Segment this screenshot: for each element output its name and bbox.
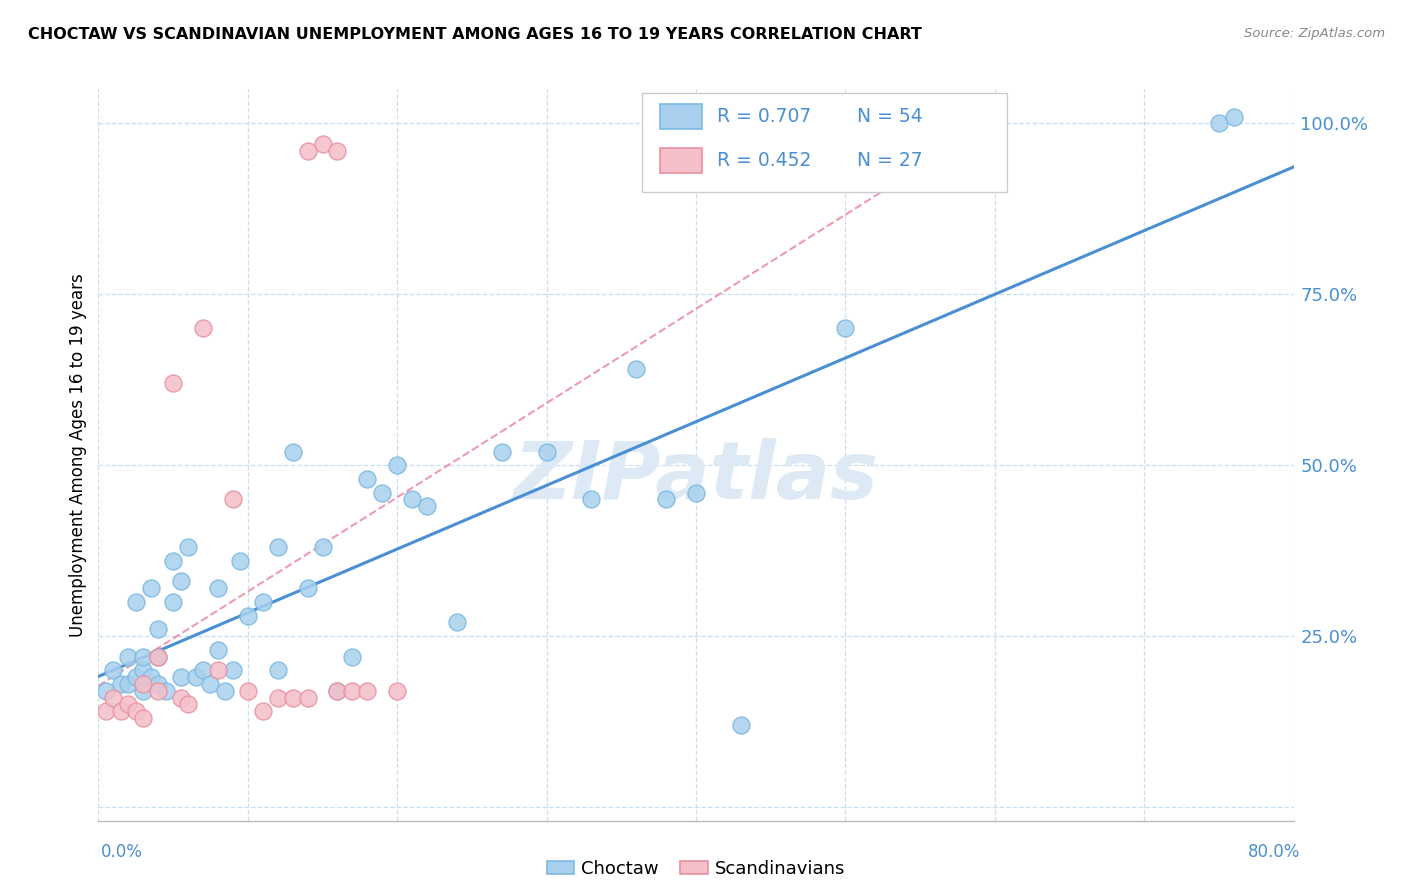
FancyBboxPatch shape: [643, 93, 1007, 192]
Point: [148, 677, 170, 691]
Point: [125, 670, 148, 684]
Text: Source: ZipAtlas.com: Source: ZipAtlas.com: [1244, 27, 1385, 40]
Point: [207, 642, 229, 657]
Point: [252, 704, 274, 718]
Text: N = 27: N = 27: [858, 151, 922, 169]
Point: [214, 683, 236, 698]
Point: [311, 540, 333, 554]
Point: [177, 698, 200, 712]
Point: [94, 683, 117, 698]
Text: R = 0.452: R = 0.452: [717, 151, 811, 169]
Point: [401, 492, 423, 507]
Point: [236, 608, 259, 623]
Point: [326, 683, 349, 698]
Point: [267, 690, 290, 705]
Legend: Choctaw, Scandinavians: Choctaw, Scandinavians: [540, 853, 852, 885]
Point: [834, 321, 856, 335]
Point: [229, 554, 252, 568]
Point: [581, 492, 603, 507]
Point: [730, 718, 752, 732]
Point: [385, 683, 409, 698]
Text: R = 0.707: R = 0.707: [717, 107, 811, 126]
Point: [685, 485, 707, 500]
Bar: [661, 148, 702, 173]
Point: [655, 492, 678, 507]
Point: [281, 690, 304, 705]
Point: [626, 362, 648, 376]
Point: [267, 663, 290, 677]
Point: [139, 581, 162, 595]
Point: [446, 615, 468, 630]
Point: [252, 595, 274, 609]
Point: [191, 321, 214, 335]
Point: [1208, 116, 1230, 130]
Bar: [661, 103, 702, 129]
Point: [132, 649, 155, 664]
Point: [297, 690, 319, 705]
Text: 80.0%: 80.0%: [1249, 843, 1301, 861]
Point: [110, 704, 132, 718]
Point: [416, 499, 439, 513]
Point: [103, 663, 125, 677]
Point: [155, 683, 177, 698]
Point: [132, 663, 155, 677]
Point: [117, 698, 139, 712]
Point: [207, 581, 229, 595]
Point: [207, 663, 229, 677]
Point: [148, 683, 170, 698]
Y-axis label: Unemployment Among Ages 16 to 19 years: Unemployment Among Ages 16 to 19 years: [69, 273, 87, 637]
Point: [162, 595, 184, 609]
Point: [162, 376, 184, 391]
Point: [236, 683, 259, 698]
Text: CHOCTAW VS SCANDINAVIAN UNEMPLOYMENT AMONG AGES 16 TO 19 YEARS CORRELATION CHART: CHOCTAW VS SCANDINAVIAN UNEMPLOYMENT AMO…: [28, 27, 922, 42]
Point: [110, 677, 132, 691]
Point: [536, 444, 558, 458]
Point: [162, 554, 184, 568]
Point: [169, 690, 191, 705]
Point: [222, 492, 245, 507]
Point: [1223, 110, 1246, 124]
Point: [191, 663, 214, 677]
Point: [169, 574, 191, 589]
Text: 0.0%: 0.0%: [101, 843, 143, 861]
Point: [148, 622, 170, 636]
Point: [371, 485, 394, 500]
Point: [222, 663, 245, 677]
Point: [326, 683, 349, 698]
Point: [103, 690, 125, 705]
Point: [132, 683, 155, 698]
Point: [297, 581, 319, 595]
Point: [148, 649, 170, 664]
Point: [177, 540, 200, 554]
Point: [356, 683, 378, 698]
Point: [117, 649, 139, 664]
Point: [139, 670, 162, 684]
Point: [184, 670, 207, 684]
Text: N = 54: N = 54: [858, 107, 924, 126]
Point: [117, 677, 139, 691]
Point: [148, 649, 170, 664]
Point: [125, 595, 148, 609]
Point: [281, 444, 304, 458]
Point: [342, 649, 364, 664]
Point: [94, 704, 117, 718]
Point: [297, 144, 319, 158]
Point: [132, 711, 155, 725]
Point: [326, 144, 349, 158]
Point: [200, 677, 222, 691]
Point: [385, 458, 409, 472]
Point: [311, 136, 333, 151]
Point: [356, 472, 378, 486]
Point: [491, 444, 513, 458]
Point: [342, 683, 364, 698]
Point: [169, 670, 191, 684]
Point: [132, 677, 155, 691]
Point: [267, 540, 290, 554]
Point: [125, 704, 148, 718]
Text: ZIPatlas: ZIPatlas: [513, 438, 879, 516]
